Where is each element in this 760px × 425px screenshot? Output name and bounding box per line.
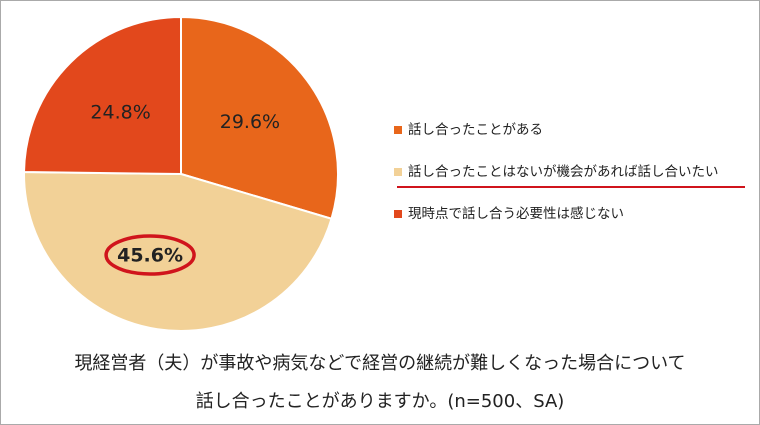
legend-swatch bbox=[394, 126, 402, 134]
highlight-ellipse bbox=[104, 234, 196, 276]
legend-label: 現時点で話し合う必要性は感じない bbox=[408, 205, 624, 222]
legend-swatch bbox=[394, 210, 402, 218]
legend-swatch bbox=[394, 168, 402, 176]
pie-slice bbox=[22, 15, 182, 176]
caption-line: 現経営者（夫）が事故や病気などで経営の継続が難しくなった場合について bbox=[74, 353, 685, 374]
data-label: 24.8% bbox=[90, 101, 150, 123]
data-label: 29.6% bbox=[220, 111, 280, 133]
legend-label: 話し合ったことがある bbox=[408, 121, 543, 138]
caption-line: 話し合ったことがありますか。(n=500、SA) bbox=[196, 391, 565, 412]
legend-label: 話し合ったことはないが機会があれば話し合いたい bbox=[408, 163, 719, 180]
pie-slice bbox=[180, 15, 339, 220]
pie-slice bbox=[23, 171, 333, 332]
data-label: 45.6% bbox=[117, 245, 183, 267]
